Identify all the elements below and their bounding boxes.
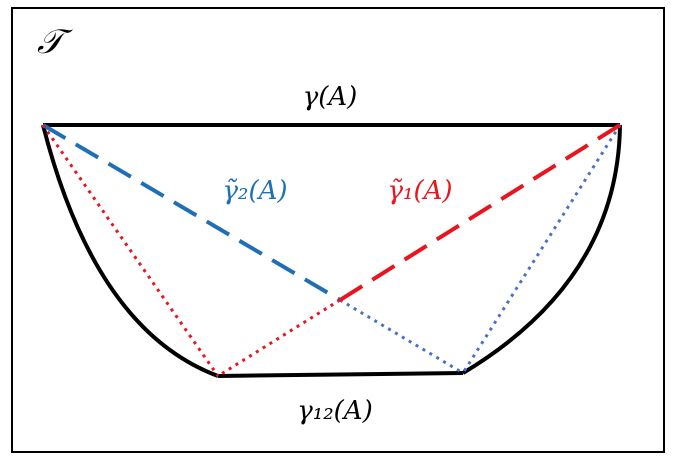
blue-dotted <box>339 298 464 375</box>
blue-dashed <box>41 123 342 302</box>
red-dotted <box>217 298 341 378</box>
red-dashed <box>338 123 622 302</box>
bottom-label: γ₁₂(A) <box>297 396 372 426</box>
region-label: 𝒯 <box>37 22 73 62</box>
bottom-curve <box>217 371 464 378</box>
left-curve <box>41 124 219 378</box>
red-dotted <box>41 124 220 377</box>
right-curve <box>461 124 622 375</box>
frame <box>11 7 665 453</box>
blue-label: γ̃₂(A) <box>222 176 287 206</box>
blue-dotted <box>461 124 622 374</box>
red-label: γ̃₁(A) <box>387 176 452 206</box>
top-label: γ(A) <box>303 82 358 112</box>
